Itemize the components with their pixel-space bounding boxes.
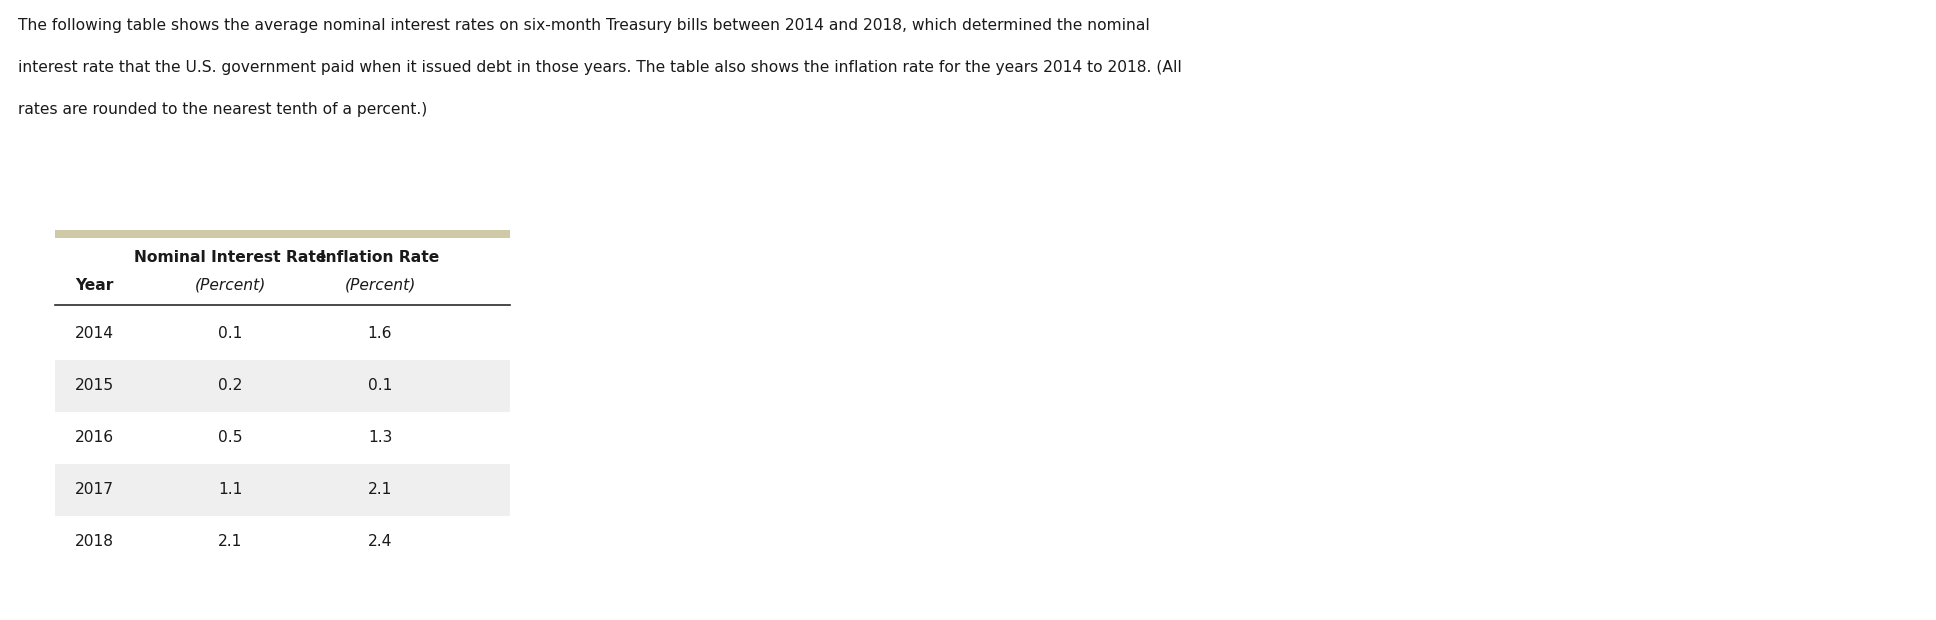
Text: 0.1: 0.1 [219, 327, 242, 342]
Text: 2.4: 2.4 [368, 534, 393, 549]
Bar [54, 464, 509, 516]
Bar [54, 516, 509, 568]
Text: Inflation Rate: Inflation Rate [319, 250, 439, 265]
Text: 2.1: 2.1 [219, 534, 242, 549]
Text: Year: Year [76, 278, 114, 293]
Text: 2018: 2018 [76, 534, 114, 549]
Text: rates are rounded to the nearest tenth of a percent.): rates are rounded to the nearest tenth o… [17, 102, 428, 117]
Text: (Percent): (Percent) [345, 278, 416, 293]
Bar [54, 412, 509, 464]
Text: (Percent): (Percent) [194, 278, 265, 293]
Text: 1.3: 1.3 [368, 430, 393, 446]
Text: 2017: 2017 [76, 482, 114, 497]
Text: 0.1: 0.1 [368, 378, 393, 394]
Text: 2014: 2014 [76, 327, 114, 342]
Text: 0.5: 0.5 [217, 430, 242, 446]
Text: 2016: 2016 [76, 430, 114, 446]
Text: 1.1: 1.1 [219, 482, 242, 497]
Text: interest rate that the U.S. government paid when it issued debt in those years. : interest rate that the U.S. government p… [17, 60, 1181, 75]
Text: Nominal Interest Rate: Nominal Interest Rate [134, 250, 325, 265]
Bar [54, 308, 509, 360]
Text: 2015: 2015 [76, 378, 114, 394]
Text: The following table shows the average nominal interest rates on six-month Treasu: The following table shows the average no… [17, 18, 1150, 33]
Text: 2.1: 2.1 [368, 482, 393, 497]
Bar [54, 360, 509, 412]
Text: 0.2: 0.2 [219, 378, 242, 394]
Bar [54, 230, 509, 238]
Text: 1.6: 1.6 [368, 327, 393, 342]
